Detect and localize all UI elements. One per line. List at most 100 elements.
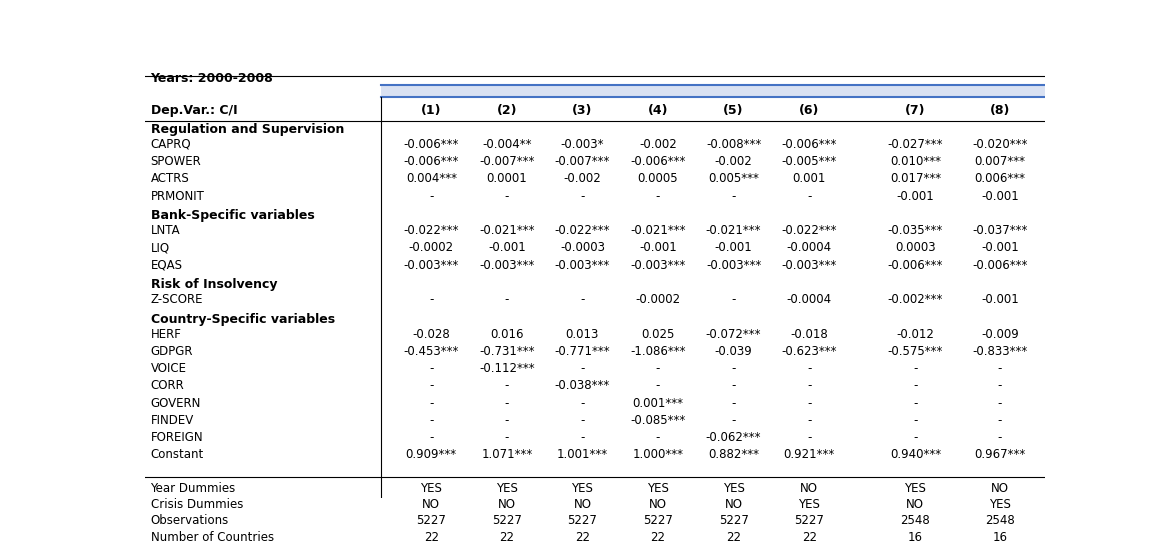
Text: -: - — [997, 362, 1002, 375]
Text: -0.037***: -0.037*** — [972, 224, 1027, 237]
Text: YES: YES — [496, 482, 518, 494]
Text: -0.001: -0.001 — [639, 241, 677, 254]
Text: Z-SCORE: Z-SCORE — [151, 293, 203, 306]
Text: -0.006***: -0.006*** — [404, 155, 459, 168]
Text: 22: 22 — [575, 531, 590, 544]
Text: FINDEV: FINDEV — [151, 414, 194, 427]
Text: -0.035***: -0.035*** — [888, 224, 943, 237]
Text: YES: YES — [571, 482, 593, 494]
Text: -0.018: -0.018 — [791, 328, 828, 340]
Text: -1.086***: -1.086*** — [630, 345, 686, 358]
Text: Years: 2000-2008: Years: 2000-2008 — [151, 72, 273, 85]
Text: (3): (3) — [572, 104, 592, 117]
Text: 0.940***: 0.940*** — [889, 449, 940, 461]
Text: -: - — [430, 362, 433, 375]
Text: -: - — [914, 379, 917, 393]
Text: NO: NO — [800, 482, 819, 494]
Text: -0.027***: -0.027*** — [887, 138, 943, 151]
Text: (6): (6) — [799, 104, 820, 117]
Text: -: - — [731, 293, 736, 306]
Text: Dep.Var.: C/I: Dep.Var.: C/I — [151, 104, 237, 117]
Text: -: - — [997, 379, 1002, 393]
Text: NO: NO — [649, 498, 668, 511]
Text: 22: 22 — [499, 531, 514, 544]
Text: 0.882***: 0.882*** — [708, 449, 759, 461]
Text: -0.0004: -0.0004 — [787, 241, 831, 254]
Text: -: - — [731, 379, 736, 393]
Text: 5227: 5227 — [719, 514, 749, 528]
Text: -0.002***: -0.002*** — [888, 293, 943, 306]
Text: NO: NO — [423, 498, 440, 511]
Text: 22: 22 — [650, 531, 665, 544]
Text: HERF: HERF — [151, 328, 181, 340]
Text: -: - — [914, 431, 917, 444]
Text: EQAS: EQAS — [151, 259, 182, 272]
Text: -0.003***: -0.003*** — [404, 259, 459, 272]
Text: -0.039: -0.039 — [715, 345, 752, 358]
Text: -0.038***: -0.038*** — [555, 379, 610, 393]
Text: YES: YES — [722, 482, 744, 494]
Text: Constant: Constant — [151, 449, 204, 461]
Text: -0.0002: -0.0002 — [635, 293, 680, 306]
Text: -: - — [580, 190, 585, 203]
Text: -0.085***: -0.085*** — [630, 414, 686, 427]
Text: 5227: 5227 — [568, 514, 598, 528]
Text: 1.000***: 1.000*** — [633, 449, 684, 461]
Text: -0.007***: -0.007*** — [479, 155, 534, 168]
Text: -: - — [656, 431, 661, 444]
Text: -0.833***: -0.833*** — [972, 345, 1027, 358]
Text: -0.575***: -0.575*** — [888, 345, 943, 358]
Text: -: - — [505, 379, 509, 393]
Text: NO: NO — [574, 498, 591, 511]
Text: -0.008***: -0.008*** — [706, 138, 762, 151]
Text: -0.004**: -0.004** — [482, 138, 532, 151]
Text: -0.021***: -0.021*** — [706, 224, 762, 237]
Text: YES: YES — [647, 482, 669, 494]
Text: 0.967***: 0.967*** — [974, 449, 1025, 461]
Text: -0.012: -0.012 — [896, 328, 935, 340]
Text: -0.003***: -0.003*** — [781, 259, 837, 272]
Text: -: - — [731, 396, 736, 409]
Text: -0.0003: -0.0003 — [560, 241, 605, 254]
Text: 22: 22 — [726, 531, 741, 544]
Text: -0.001: -0.001 — [715, 241, 752, 254]
Text: 0.909***: 0.909*** — [405, 449, 456, 461]
Text: Number of Countries: Number of Countries — [151, 531, 274, 544]
Text: -0.007***: -0.007*** — [555, 155, 610, 168]
Text: Country-Specific variables: Country-Specific variables — [151, 313, 334, 326]
Text: SPOWER: SPOWER — [151, 155, 201, 168]
Text: 22: 22 — [424, 531, 439, 544]
Text: 5227: 5227 — [492, 514, 521, 528]
Text: -0.003***: -0.003*** — [706, 259, 762, 272]
Text: -: - — [731, 414, 736, 427]
Text: -0.001: -0.001 — [981, 293, 1019, 306]
Text: -: - — [505, 431, 509, 444]
Text: 16: 16 — [908, 531, 923, 544]
Text: -0.003*: -0.003* — [561, 138, 604, 151]
Text: -0.006***: -0.006*** — [781, 138, 837, 151]
Text: Bank-Specific variables: Bank-Specific variables — [151, 209, 315, 222]
Text: -: - — [430, 414, 433, 427]
Text: -: - — [807, 431, 812, 444]
Text: -0.006***: -0.006*** — [972, 259, 1027, 272]
Text: -0.006***: -0.006*** — [630, 155, 686, 168]
Text: 1.001***: 1.001*** — [557, 449, 608, 461]
Text: -0.062***: -0.062*** — [706, 431, 762, 444]
Bar — [381, 85, 1045, 97]
Text: GOVERN: GOVERN — [151, 396, 201, 409]
Text: -: - — [430, 293, 433, 306]
Text: 0.007***: 0.007*** — [974, 155, 1025, 168]
Text: -: - — [914, 362, 917, 375]
Text: -0.003***: -0.003*** — [479, 259, 534, 272]
Text: PRMONIT: PRMONIT — [151, 190, 204, 203]
Text: -0.003***: -0.003*** — [630, 259, 686, 272]
Text: CAPRQ: CAPRQ — [151, 138, 192, 151]
Text: -0.002: -0.002 — [563, 172, 601, 185]
Text: -: - — [807, 414, 812, 427]
Text: -: - — [731, 362, 736, 375]
Text: Risk of Insolvency: Risk of Insolvency — [151, 278, 277, 291]
Text: FOREIGN: FOREIGN — [151, 431, 203, 444]
Text: -: - — [580, 431, 585, 444]
Text: Year Dummies: Year Dummies — [151, 482, 236, 494]
Text: NO: NO — [724, 498, 743, 511]
